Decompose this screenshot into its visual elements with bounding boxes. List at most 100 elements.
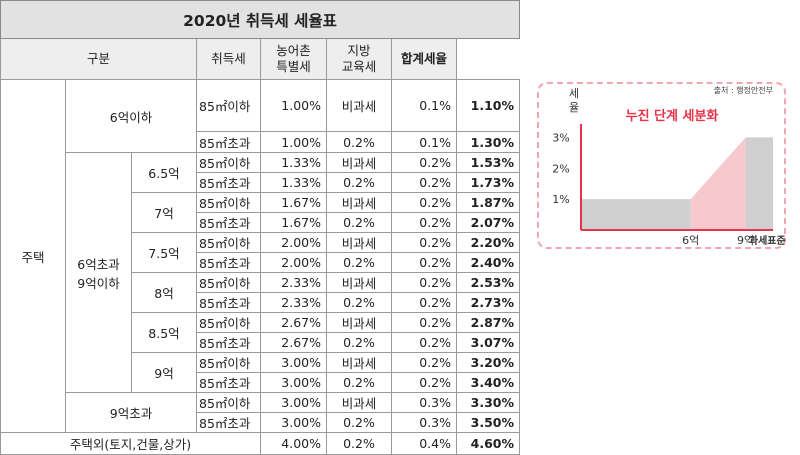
tier-label: 6.5억	[131, 152, 197, 193]
area-label: 85㎡초과	[196, 412, 261, 433]
education-tax-cell: 0.2%	[391, 372, 457, 393]
y-tick-label: 2%	[552, 162, 569, 175]
y-label-1: 세	[569, 87, 579, 100]
area-label: 85㎡초과	[196, 172, 261, 193]
y-tick-label: 3%	[552, 131, 569, 144]
acquisition-tax-cell: 1.67%	[260, 212, 327, 233]
area-label: 85㎡이하	[196, 352, 261, 373]
table-row: 8.5억 85㎡이하 2.67% 비과세 0.2% 2.87%	[1, 312, 521, 353]
total-rate-cell: 1.73%	[455, 172, 521, 193]
education-tax-cell: 0.3%	[391, 392, 457, 413]
education-tax-cell: 0.2%	[391, 332, 457, 353]
education-tax-cell: 0.2%	[391, 212, 457, 233]
housing-label: 주택	[0, 79, 66, 433]
education-tax-cell: 0.2%	[391, 152, 457, 173]
total-rate-cell: 3.50%	[455, 412, 521, 433]
acquisition-tax-cell: 4.00%	[260, 432, 327, 455]
tier-label: 8억	[131, 272, 197, 313]
tier-label: 7.5억	[131, 232, 197, 273]
area-label: 85㎡이하	[196, 392, 261, 413]
acquisition-tax-cell: 3.00%	[260, 412, 327, 433]
area-label: 85㎡이하	[196, 152, 261, 173]
area-label: 85㎡초과	[196, 252, 261, 273]
total-rate-cell: 1.87%	[455, 192, 521, 213]
total-rate-cell: 1.53%	[455, 152, 521, 173]
area-over-9eok	[745, 137, 773, 230]
education-tax-cell: 0.2%	[391, 292, 457, 313]
table-row: 9억 85㎡이하 3.00% 비과세 0.2% 3.20%	[1, 352, 521, 393]
table-row: 7.5억 85㎡이하 2.00% 비과세 0.2% 2.20%	[1, 232, 521, 273]
rural-tax-cell: 0.2%	[326, 131, 392, 153]
table-row: 주택 6억이하 85㎡이하 1.00% 비과세 0.1% 1.10%	[0, 79, 521, 433]
tier-label: 9억	[131, 352, 197, 393]
acquisition-tax-cell: 1.33%	[260, 172, 327, 193]
total-rate-cell: 3.40%	[455, 372, 521, 393]
education-tax-cell: 0.2%	[391, 352, 457, 373]
total-rate-cell: 1.10%	[455, 79, 521, 132]
acquisition-tax-cell: 2.33%	[260, 292, 327, 313]
tier-label: 7억	[131, 192, 197, 233]
table-row: 85㎡초과 3.00% 0.2% 0.3% 3.50%	[1, 412, 521, 433]
acquisition-tax-cell: 2.33%	[260, 272, 327, 293]
education-tax-cell: 0.2%	[391, 192, 457, 213]
area-label: 85㎡초과	[196, 332, 261, 353]
rural-tax-cell: 0.2%	[326, 412, 392, 433]
acquisition-tax-cell: 2.67%	[260, 312, 327, 333]
acquisition-tax-cell: 2.67%	[260, 332, 327, 353]
total-rate-cell: 2.53%	[455, 272, 521, 293]
area-label: 85㎡이하	[196, 192, 261, 213]
education-tax-cell: 0.1%	[391, 131, 457, 153]
rural-tax-cell: 비과세	[326, 152, 392, 173]
area-label: 85㎡초과	[196, 372, 261, 393]
table-row: 85㎡초과 1.00% 0.2% 0.1% 1.30%	[1, 131, 521, 153]
table-row: 85㎡초과 2.67% 0.2% 0.2% 3.07%	[1, 332, 521, 353]
education-tax-cell: 0.3%	[391, 412, 457, 433]
header-rural-special-tax: 농어촌 특별세	[260, 38, 327, 80]
education-tax-cell: 0.2%	[391, 252, 457, 273]
acquisition-tax-cell: 2.00%	[260, 232, 327, 253]
table-row: 9억초과 85㎡이하 3.00% 비과세 0.3% 3.30%	[1, 392, 521, 433]
area-label: 85㎡초과	[196, 131, 261, 153]
header-category: 구분	[0, 38, 197, 80]
bracket-over-9eok: 9억초과	[65, 392, 197, 433]
area-label: 85㎡초과	[196, 292, 261, 313]
education-tax-cell: 0.2%	[391, 272, 457, 293]
x-tick-label: 과세표준	[749, 234, 786, 247]
total-rate-cell: 3.30%	[455, 392, 521, 413]
rural-tax-cell: 비과세	[326, 232, 392, 253]
progressive-rate-chart: 출처 : 행정안전부 세 율 누진 단계 세분화 3% 2% 1% 6억 9억 …	[552, 85, 786, 247]
area-label: 85㎡이하	[196, 79, 261, 132]
table-row: 85㎡초과 3.00% 0.2% 0.2% 3.40%	[1, 372, 521, 393]
bracket-6-to-9eok: 6억초과 9억이하	[65, 152, 132, 393]
table-row: 주택외(토지,건물,상가) 4.00% 0.2% 0.4% 4.60%	[0, 432, 521, 455]
rural-tax-cell: 비과세	[326, 392, 392, 413]
rural-tax-cell: 0.2%	[326, 292, 392, 313]
education-tax-cell: 0.2%	[391, 172, 457, 193]
total-rate-cell: 4.60%	[455, 432, 521, 455]
source-note: 출처 : 행정안전부	[714, 85, 773, 95]
header-local-education-tax: 지방 교육세	[326, 38, 392, 80]
rural-tax-cell: 비과세	[326, 79, 392, 132]
area-below-6eok	[581, 199, 691, 230]
total-rate-cell: 1.30%	[455, 131, 521, 153]
chart-title: 누진 단계 세분화	[626, 108, 719, 124]
rural-tax-cell: 0.2%	[326, 372, 392, 393]
tier-label: 8.5억	[131, 312, 197, 353]
non-housing-label: 주택외(토지,건물,상가)	[0, 432, 261, 455]
x-tick-label: 9억	[737, 234, 754, 247]
education-tax-cell: 0.2%	[391, 312, 457, 333]
rural-tax-cell: 비과세	[326, 352, 392, 373]
acquisition-tax-cell: 3.00%	[260, 392, 327, 413]
rural-tax-cell: 비과세	[326, 312, 392, 333]
bracket-under-6eok: 6억이하	[65, 79, 197, 153]
acquisition-tax-cell: 2.00%	[260, 252, 327, 273]
total-rate-cell: 2.20%	[455, 232, 521, 253]
acquisition-tax-cell: 1.00%	[260, 131, 327, 153]
x-tick-label: 6억	[682, 234, 699, 247]
table-row: 6억초과 9억이하 6.5억 85㎡이하 1.33% 비과세 0.2% 1.53%	[1, 152, 521, 393]
acquisition-tax-cell: 1.67%	[260, 192, 327, 213]
area-label: 85㎡초과	[196, 212, 261, 233]
area-label: 85㎡이하	[196, 232, 261, 253]
education-tax-cell: 0.1%	[391, 79, 457, 132]
total-rate-cell: 3.20%	[455, 352, 521, 373]
